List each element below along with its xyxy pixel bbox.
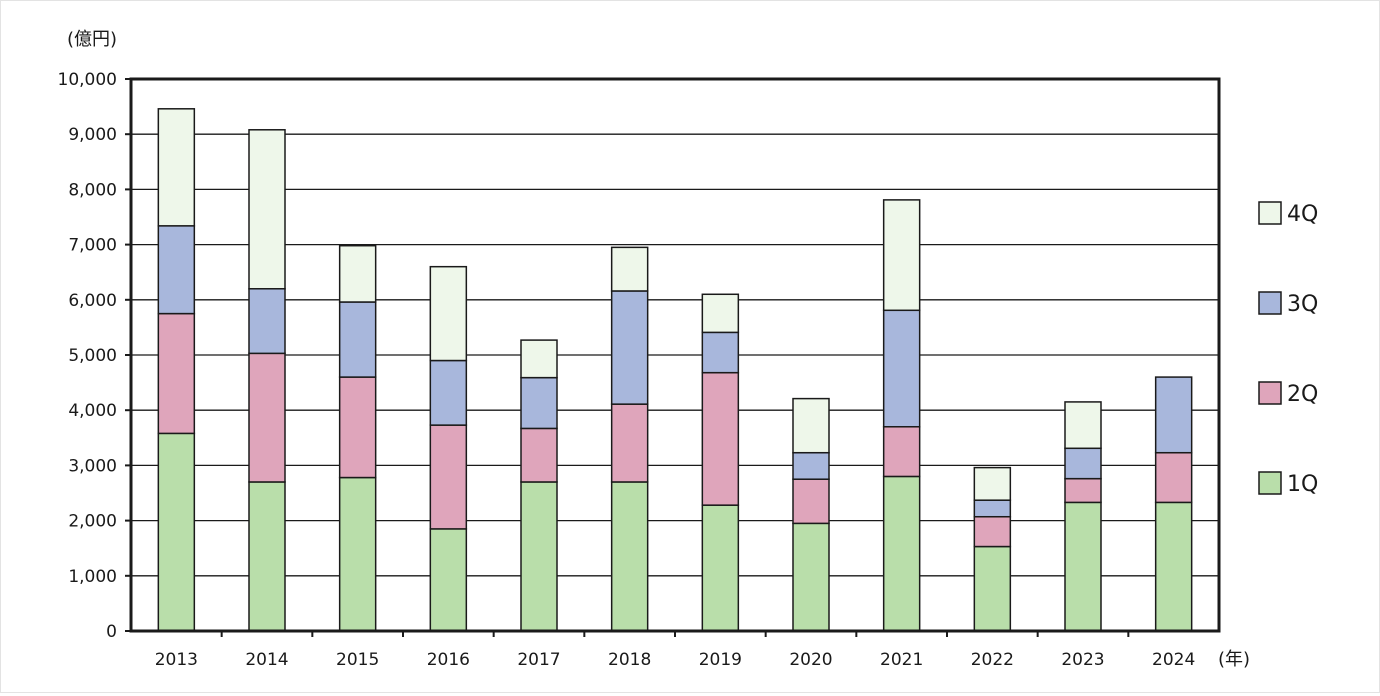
bar-4q-2018	[610, 246, 649, 292]
bar-1q-2023	[1064, 501, 1102, 632]
bar-4q-2019	[701, 293, 740, 334]
x-tick-label: 2023	[1061, 650, 1104, 670]
bar-2q-2017	[520, 427, 558, 483]
bar-3q-2017	[520, 376, 558, 430]
legend-label-4q: 4Q	[1287, 202, 1318, 227]
x-tick-label: 2024	[1152, 650, 1195, 670]
bar-2q-2015	[338, 376, 377, 479]
bar-3q-2016	[429, 359, 468, 426]
plot-frame	[129, 77, 1221, 633]
x-tick-label: 2020	[789, 650, 832, 670]
bar-3q-2013	[157, 225, 196, 315]
bar-1q-2024	[1154, 501, 1193, 632]
legend-swatch-2q	[1258, 381, 1282, 405]
bar-2q-2021	[882, 426, 921, 478]
x-tick-label: 2019	[699, 650, 742, 670]
x-tick-label: 2014	[245, 650, 288, 670]
bar-2q-2013	[157, 312, 196, 435]
y-tick-label: 1,000	[68, 567, 117, 587]
bar-1q-2019	[701, 504, 740, 632]
y-tick-label: 5,000	[68, 346, 117, 366]
bar-4q-2023	[1064, 401, 1102, 450]
legend-swatch-3q	[1258, 291, 1282, 315]
x-tick-label: 2015	[336, 650, 379, 670]
bar-1q-2013	[157, 432, 196, 632]
bars	[157, 108, 1193, 632]
bar-2q-2022	[973, 515, 1012, 548]
y-tick-label: 7,000	[68, 236, 117, 256]
legend-label-1q: 1Q	[1287, 472, 1318, 497]
x-tick-label: 2018	[608, 650, 651, 670]
bar-2q-2024	[1154, 451, 1193, 504]
bar-2q-2023	[1064, 477, 1102, 504]
bar-3q-2014	[248, 288, 286, 355]
x-tick-label: 2022	[971, 650, 1014, 670]
bar-4q-2014	[248, 129, 286, 290]
legend-label-2q: 2Q	[1287, 382, 1318, 407]
bar-3q-2019	[701, 331, 740, 374]
bar-4q-2016	[429, 265, 468, 362]
y-tick-label: 3,000	[68, 456, 117, 476]
legend-swatch-4q	[1258, 201, 1282, 225]
legend-label-3q: 3Q	[1287, 292, 1318, 317]
x-axis-title: (年)	[1218, 649, 1250, 670]
bar-3q-2021	[882, 309, 921, 428]
x-tick-label: 2021	[880, 650, 923, 670]
gridlines	[131, 133, 1219, 577]
bar-1q-2022	[973, 545, 1012, 632]
y-tick-label: 9,000	[68, 125, 117, 145]
y-tick-label: 10,000	[58, 70, 117, 90]
bar-1q-2015	[338, 476, 377, 632]
bar-1q-2021	[882, 475, 921, 632]
bar-3q-2023	[1064, 447, 1102, 480]
bar-3q-2022	[973, 499, 1012, 518]
x-tick-label: 2013	[155, 650, 198, 670]
bar-1q-2020	[792, 522, 830, 632]
bar-3q-2015	[338, 301, 377, 378]
bar-2q-2014	[248, 352, 286, 483]
bar-2q-2019	[701, 371, 740, 506]
bar-3q-2018	[610, 290, 649, 405]
bar-4q-2020	[792, 397, 830, 454]
bar-1q-2017	[520, 481, 558, 632]
x-tick-label: 2017	[517, 650, 560, 670]
y-tick-label: 8,000	[68, 180, 117, 200]
bar-4q-2022	[973, 466, 1012, 501]
bar-4q-2013	[157, 108, 196, 227]
axes	[125, 77, 1221, 637]
y-unit-label: (億円)	[67, 29, 117, 50]
bar-4q-2021	[882, 199, 921, 312]
bar-2q-2016	[429, 424, 468, 530]
y-tick-label: 4,000	[68, 401, 117, 421]
bar-3q-2024	[1154, 376, 1193, 454]
bar-4q-2017	[520, 339, 558, 379]
bar-2q-2020	[792, 478, 830, 525]
legend: 4Q 3Q 2Q 1Q	[1258, 201, 1318, 497]
y-tick-labels: 0 1,000 2,000 3,000 4,000 5,000 6,000 7,000 8,00…	[58, 70, 117, 642]
x-tick-labels: 2013 2014 2015 2016 2017 2018 2019 2020 2021 2022…	[155, 650, 1196, 670]
y-tick-label: 6,000	[68, 291, 117, 311]
y-tick-label: 0	[106, 622, 117, 642]
legend-swatch-1q	[1258, 471, 1282, 495]
bar-1q-2018	[610, 481, 649, 632]
bar-1q-2016	[429, 528, 468, 632]
bar-4q-2015	[338, 244, 377, 303]
bar-3q-2020	[792, 451, 830, 480]
y-tick-label: 2,000	[68, 512, 117, 532]
bar-2q-2018	[610, 403, 649, 483]
x-tick-label: 2016	[427, 650, 470, 670]
bar-1q-2014	[248, 481, 286, 632]
